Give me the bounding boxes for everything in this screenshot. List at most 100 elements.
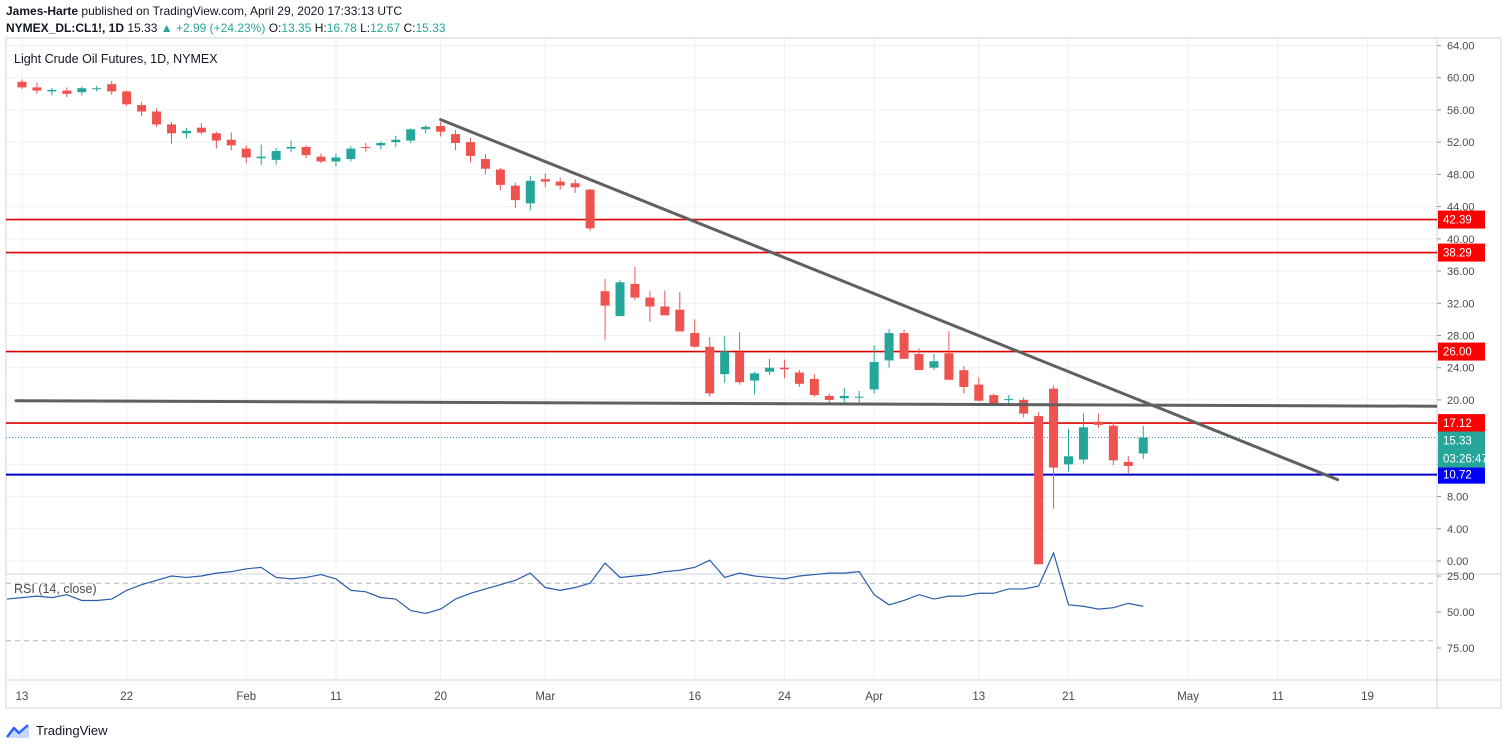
level-label-box — [1438, 465, 1485, 484]
trendline — [439, 118, 1340, 482]
candle-body — [152, 111, 162, 125]
price-change: ▲ +2.99 (+24.23%) — [160, 21, 266, 35]
price-tick-label: 64.00 — [1447, 41, 1475, 53]
time-tick-label: 22 — [120, 691, 133, 703]
candle-body — [181, 130, 191, 134]
tradingview-brand[interactable]: TradingView — [6, 723, 108, 738]
time-tick-label: 20 — [434, 691, 447, 703]
low-label: L: — [360, 21, 371, 35]
candle-body — [600, 291, 610, 306]
candle-body — [480, 159, 490, 169]
candle-body — [645, 297, 655, 307]
chart-title: Light Crude Oil Futures, 1D, NYMEX — [14, 52, 218, 66]
price-tick-label: 36.00 — [1447, 266, 1475, 278]
time-tick-label: 21 — [1062, 691, 1075, 703]
candle-body — [585, 189, 595, 229]
candle-body — [989, 395, 999, 404]
price-tick-label: 24.00 — [1447, 363, 1475, 375]
candle-body — [854, 396, 864, 398]
level-label-box — [1438, 342, 1485, 361]
trendlines — [14, 118, 1437, 482]
candle-body — [211, 133, 221, 141]
rsi-tick-label: 25.00 — [1447, 571, 1475, 583]
price-tick-label: 52.00 — [1447, 137, 1475, 149]
candle-body — [959, 370, 969, 388]
candle-body — [899, 333, 909, 359]
candle-body — [17, 81, 27, 88]
symbol-legend: NYMEX_DL:CL1!, 1D 15.33 ▲ +2.99 (+24.23%… — [6, 20, 446, 36]
author-name[interactable]: James-Harte — [6, 4, 79, 18]
candle-body — [406, 129, 416, 141]
candle-body — [122, 91, 132, 105]
candle-body — [361, 146, 371, 148]
candle-body — [929, 361, 939, 368]
candle-body — [331, 157, 341, 162]
candle-body — [47, 89, 57, 92]
candle-body — [316, 156, 326, 162]
level-label: 26.00 — [1443, 347, 1472, 359]
candle-body — [884, 333, 894, 361]
candle-body — [346, 148, 356, 160]
low-value: 12.67 — [370, 21, 401, 35]
time-tick-label: May — [1177, 691, 1199, 703]
publish-info: James-Harte published on TradingView.com… — [6, 3, 402, 19]
candle-body — [750, 373, 760, 381]
high-label: H: — [314, 21, 327, 35]
candle-body — [615, 282, 625, 317]
time-tick-label: Apr — [865, 691, 883, 703]
current-price-label: 15.33 — [1443, 436, 1472, 448]
candle-body — [555, 181, 565, 186]
candle-body — [107, 84, 117, 92]
level-label-box — [1438, 210, 1485, 229]
time-tick-label: 19 — [1361, 691, 1374, 703]
chart-frame — [5, 37, 1502, 709]
candle-body — [540, 179, 550, 182]
rsi-indicator-label: RSI (14, close) — [14, 582, 97, 596]
bar-countdown-label: 03:26:47 — [1443, 454, 1488, 466]
high-value: 16.78 — [326, 21, 357, 35]
price-tick-label: 60.00 — [1447, 73, 1475, 85]
candle-body — [944, 353, 954, 380]
candle-body — [720, 351, 730, 375]
candle-body — [779, 367, 789, 370]
time-tick-label: Feb — [236, 691, 256, 703]
candle-body — [436, 126, 446, 132]
bar-countdown-label-box — [1438, 449, 1485, 468]
candle-body — [256, 156, 266, 159]
candle-body — [1064, 456, 1073, 465]
close-value: 15.33 — [415, 21, 446, 35]
candle-body — [839, 395, 849, 399]
candles — [17, 79, 1148, 565]
candle-body — [1108, 425, 1118, 461]
candle-body — [391, 139, 401, 143]
candle-body — [451, 134, 461, 143]
open-label: O: — [268, 21, 282, 35]
candle-body — [1049, 388, 1059, 468]
current-price-label-box — [1438, 431, 1485, 450]
brand-label: TradingView — [36, 723, 108, 738]
candle-body — [466, 142, 475, 156]
candle-body — [914, 353, 924, 371]
candle-body — [421, 126, 431, 130]
candle-body — [525, 180, 535, 204]
price-tick-label: 4.00 — [1447, 524, 1468, 536]
candle-body — [1138, 437, 1148, 454]
price-tick-label: 32.00 — [1447, 298, 1475, 310]
level-label: 17.12 — [1443, 418, 1472, 430]
candle-body — [809, 378, 819, 396]
candle-body — [869, 362, 879, 390]
time-tick-label: Mar — [535, 691, 555, 703]
candle-body — [226, 139, 236, 146]
candle-body — [974, 384, 984, 401]
price-level-labels: 42.39 38.29 26.00 17.12 10.72 15.33 03:26:47 — [1438, 210, 1488, 484]
candle-body — [376, 142, 386, 146]
candle-body — [271, 151, 281, 160]
candle-body — [301, 146, 311, 156]
candle-body — [137, 105, 147, 112]
candle-body — [690, 333, 700, 347]
candle-body — [92, 88, 102, 90]
price-tick-label: 40.00 — [1447, 234, 1475, 246]
open-value: 13.35 — [281, 21, 312, 35]
candle-body — [1123, 461, 1133, 466]
